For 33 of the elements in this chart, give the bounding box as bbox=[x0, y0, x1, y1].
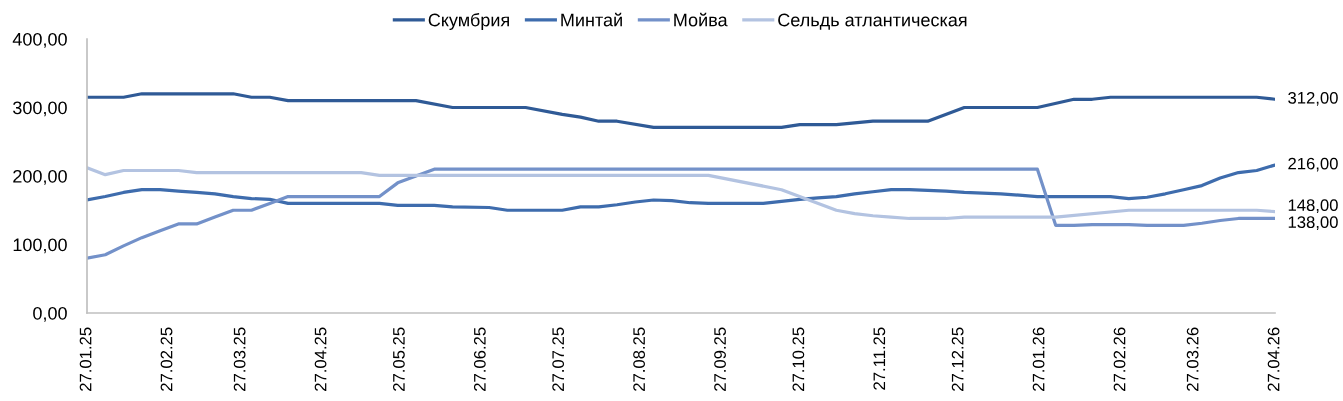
x-tick-label: 27.04.26 bbox=[1267, 327, 1280, 391]
data-label: 148,00 bbox=[1288, 199, 1338, 213]
legend-label: Скумбрия bbox=[428, 12, 509, 30]
y-tick-label: 0,00 bbox=[33, 306, 67, 322]
line-series bbox=[87, 163, 1275, 212]
x-tick-label: 27.10.25 bbox=[792, 327, 805, 391]
x-tick-label: 27.11.25 bbox=[873, 327, 886, 390]
x-tick-label: 27.05.25 bbox=[392, 327, 405, 391]
x-tick-label: 27.04.25 bbox=[314, 327, 327, 391]
y-tick-label: 300,00 bbox=[13, 101, 67, 117]
x-tick-label: 27.03.26 bbox=[1186, 327, 1199, 391]
x-tick-label: 27.01.26 bbox=[1032, 327, 1045, 391]
data-label: 312,00 bbox=[1288, 91, 1338, 106]
y-tick-label: 200,00 bbox=[13, 169, 67, 185]
legend-label: Мойва bbox=[674, 12, 728, 27]
legend-label: Минтай bbox=[561, 12, 622, 27]
data-label: 216,00 bbox=[1288, 157, 1338, 172]
x-tick-label: 27.12.25 bbox=[951, 327, 964, 391]
y-tick-label: 400,00 bbox=[12, 32, 67, 48]
x-tick-label: 27.01.25 bbox=[79, 327, 92, 391]
x-tick-label: 27.08.25 bbox=[633, 327, 645, 391]
x-tick-label: 27.03.25 bbox=[233, 327, 246, 391]
legend-label: Сельдь атлантическая bbox=[778, 13, 967, 30]
line-series bbox=[87, 166, 1275, 221]
x-tick-label: 27.02.25 bbox=[160, 327, 173, 391]
x-tick-label: 27.07.25 bbox=[552, 327, 565, 391]
x-tick-label: 27.09.25 bbox=[714, 327, 726, 391]
x-tick-label: 27.02.26 bbox=[1113, 327, 1126, 391]
data-label: 138,00 bbox=[1288, 216, 1338, 230]
line-series bbox=[87, 167, 1275, 260]
y-tick-label: 100,00 bbox=[13, 238, 67, 254]
x-tick-label: 27.06.25 bbox=[473, 327, 486, 391]
line-series bbox=[87, 92, 1275, 129]
